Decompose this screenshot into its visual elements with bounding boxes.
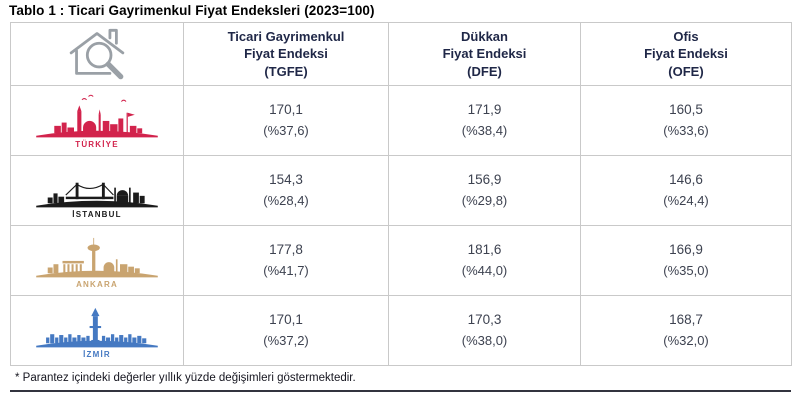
value-cell-izmir-dfe: 170,3 (%38,0) xyxy=(389,296,581,366)
city-label-izmir: İZMİR xyxy=(83,349,111,359)
value-cell-istanbul-dfe: 156,9 (%29,8) xyxy=(389,156,581,226)
value-cell-ankara-tgfe: 177,8 (%41,7) xyxy=(184,226,389,296)
index-value: 170,3 xyxy=(467,311,502,327)
index-value: 168,7 xyxy=(669,311,703,327)
city-label-istanbul: İSTANBUL xyxy=(72,209,122,219)
index-value: 170,1 xyxy=(269,311,303,327)
corner-icon-cell xyxy=(11,23,184,86)
column-header-tgfe: Ticari Gayrimenkul Fiyat Endeksi (TGFE) xyxy=(184,23,389,86)
index-value: 177,8 xyxy=(269,241,303,257)
house-magnifier-icon xyxy=(69,28,125,80)
index-value: 154,3 xyxy=(269,171,303,187)
izmir-skyline-icon xyxy=(36,307,158,347)
value-cell-izmir-tgfe: 170,1 (%37,2) xyxy=(184,296,389,366)
value-cell-turkiye-tgfe: 170,1 (%37,6) xyxy=(184,86,389,156)
change-value: (%44,0) xyxy=(461,262,508,278)
value-cell-izmir-ofe: 168,7 (%32,0) xyxy=(581,296,792,366)
row-istanbul-city-cell: İSTANBUL xyxy=(11,156,184,226)
index-value: 146,6 xyxy=(669,171,703,187)
change-value: (%38,0) xyxy=(461,332,508,348)
index-value: 166,9 xyxy=(669,241,703,257)
column-header-ofe: Ofis Fiyat Endeksi (OFE) xyxy=(581,23,792,86)
change-value: (%29,8) xyxy=(461,192,508,208)
table-page: Tablo 1 : Ticari Gayrimenkul Fiyat Endek… xyxy=(0,3,800,403)
city-label-turkiye: TÜRKİYE xyxy=(75,139,119,149)
change-value: (%33,6) xyxy=(663,122,709,138)
change-value: (%35,0) xyxy=(663,262,709,278)
change-value: (%37,6) xyxy=(263,122,309,138)
index-value: 160,5 xyxy=(669,101,703,117)
ankara-skyline-icon xyxy=(36,237,158,277)
row-turkiye-city-cell: TÜRKİYE xyxy=(11,86,184,156)
change-value: (%24,4) xyxy=(663,192,709,208)
index-value: 171,9 xyxy=(467,101,502,117)
change-value: (%32,0) xyxy=(663,332,709,348)
page-title: Tablo 1 : Ticari Gayrimenkul Fiyat Endek… xyxy=(9,3,375,18)
column-header-dfe: Dükkan Fiyat Endeksi (DFE) xyxy=(389,23,581,86)
index-value: 181,6 xyxy=(467,241,502,257)
footnote: * Parantez içindeki değerler yıllık yüzd… xyxy=(10,366,791,392)
change-value: (%41,7) xyxy=(263,262,309,278)
value-cell-ankara-ofe: 166,9 (%35,0) xyxy=(581,226,792,296)
value-cell-istanbul-ofe: 146,6 (%24,4) xyxy=(581,156,792,226)
change-value: (%38,4) xyxy=(461,122,508,138)
value-cell-turkiye-dfe: 171,9 (%38,4) xyxy=(389,86,581,156)
index-value: 170,1 xyxy=(269,101,303,117)
value-cell-istanbul-tgfe: 154,3 (%28,4) xyxy=(184,156,389,226)
data-table: Ticari Gayrimenkul Fiyat Endeksi (TGFE) … xyxy=(10,22,792,366)
row-izmir-city-cell: İZMİR xyxy=(11,296,184,366)
value-cell-ankara-dfe: 181,6 (%44,0) xyxy=(389,226,581,296)
change-value: (%28,4) xyxy=(263,192,309,208)
value-cell-turkiye-ofe: 160,5 (%33,6) xyxy=(581,86,792,156)
istanbul-skyline-icon xyxy=(36,182,158,207)
city-label-ankara: ANKARA xyxy=(76,279,118,289)
change-value: (%37,2) xyxy=(263,332,309,348)
turkiye-skyline-icon xyxy=(36,94,158,137)
row-ankara-city-cell: ANKARA xyxy=(11,226,184,296)
index-value: 156,9 xyxy=(467,171,502,187)
